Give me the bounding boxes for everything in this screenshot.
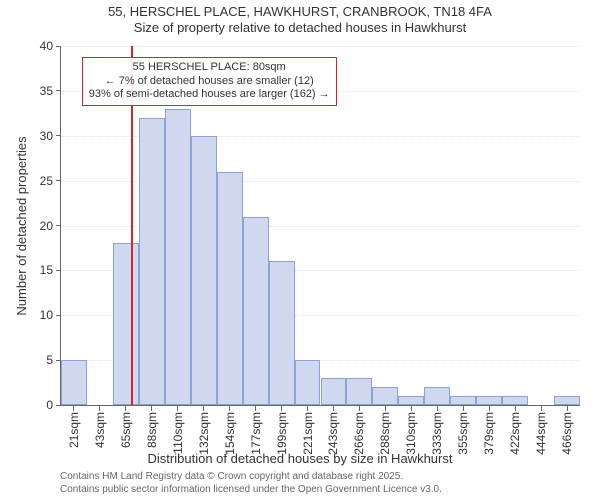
callout-line-1: 55 HERSCHEL PLACE: 80sqm	[89, 61, 330, 75]
bar	[61, 360, 87, 405]
gridline	[61, 46, 580, 47]
credits: Contains HM Land Registry data © Crown c…	[60, 471, 580, 496]
chart-title: 55, HERSCHEL PLACE, HAWKHURST, CRANBROOK…	[0, 4, 600, 37]
bar	[398, 396, 424, 405]
credits-line-2: Contains public sector information licen…	[60, 484, 580, 497]
callout-line-2: ← 7% of detached houses are smaller (12)	[89, 75, 330, 89]
bar	[424, 387, 450, 405]
bar	[321, 378, 347, 405]
bar	[450, 396, 476, 405]
bar	[243, 217, 269, 405]
x-axis-label: Distribution of detached houses by size …	[0, 451, 600, 466]
callout-line-3: 93% of semi-detached houses are larger (…	[89, 88, 330, 102]
bar	[165, 109, 191, 405]
bar	[269, 261, 295, 405]
title-line-1: 55, HERSCHEL PLACE, HAWKHURST, CRANBROOK…	[0, 4, 600, 20]
credits-line-1: Contains HM Land Registry data © Crown c…	[60, 471, 580, 484]
bar	[295, 360, 321, 405]
bar	[139, 118, 165, 405]
bar	[476, 396, 502, 405]
bar	[372, 387, 398, 405]
bar	[346, 378, 372, 405]
y-axis-label: Number of detached properties	[14, 47, 29, 226]
bar	[113, 243, 139, 405]
title-line-2: Size of property relative to detached ho…	[0, 20, 600, 36]
bar	[554, 396, 580, 405]
bar	[191, 136, 217, 405]
bar	[502, 396, 528, 405]
bar	[217, 172, 243, 405]
plot-area: 051015202530354021sqm43sqm65sqm88sqm110s…	[60, 46, 580, 406]
callout-box: 55 HERSCHEL PLACE: 80sqm ← 7% of detache…	[82, 57, 337, 106]
